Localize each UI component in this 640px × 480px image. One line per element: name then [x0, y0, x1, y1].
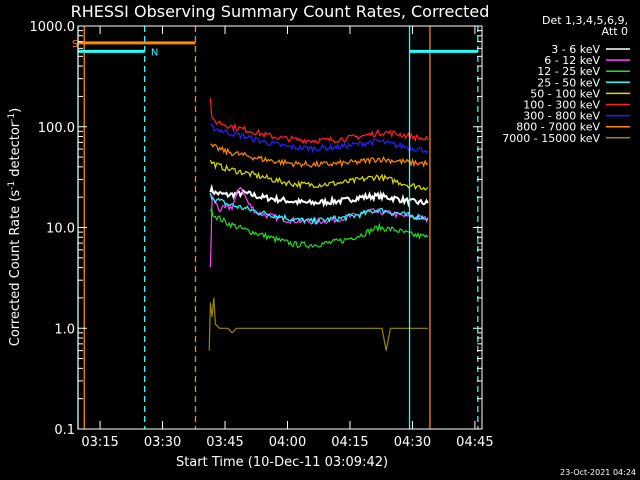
y-axis-label-part: Corrected Count Rate (s	[8, 190, 23, 347]
y-tick-label: 100.0	[38, 121, 75, 136]
series-line	[208, 297, 428, 351]
y-axis-label: Corrected Count Rate (s-1 detector-1)	[7, 108, 23, 346]
x-tick-label: 03:45	[206, 435, 243, 450]
series-line	[209, 159, 429, 191]
x-tick-label: 04:15	[331, 435, 368, 450]
series-line	[209, 192, 429, 225]
x-tick-label: 04:30	[394, 435, 431, 450]
series-line	[209, 97, 429, 145]
series-line	[210, 143, 429, 169]
legend-entry-label: 25 - 50 keV	[537, 76, 600, 89]
y-tick-label: 1000.0	[30, 20, 76, 35]
legend-entry-label: 50 - 100 keV	[530, 87, 600, 100]
y-axis-label-part: -1	[7, 181, 17, 190]
chart-title: RHESSI Observing Summary Count Rates, Co…	[71, 2, 490, 21]
state-bar-label: S	[72, 39, 78, 50]
x-tick-label: 03:30	[144, 435, 181, 450]
legend-entry-label: 3 - 6 keV	[551, 43, 600, 56]
series-line	[210, 123, 429, 155]
series-line	[209, 183, 429, 208]
legend-entry-label: 6 - 12 keV	[544, 54, 600, 67]
legend-entry-label: 800 - 7000 keV	[516, 121, 600, 134]
y-tick-label: 10.0	[46, 222, 75, 237]
state-bar-label: N	[151, 47, 158, 58]
legend-header: Att 0	[602, 25, 628, 38]
y-tick-label: 0.1	[54, 423, 75, 438]
x-tick-label: 04:45	[456, 435, 493, 450]
legend-entry-label: 12 - 25 keV	[537, 65, 600, 78]
x-axis-label: Start Time (10-Dec-11 03:09:42)	[176, 455, 388, 470]
series-layer	[208, 97, 429, 351]
legend-header: Det 1,3,4,5,6,9,	[542, 14, 628, 27]
x-tick-label: 03:15	[81, 435, 118, 450]
legend-entry-label: 300 - 800 keV	[523, 110, 600, 123]
y-axis-label-part: )	[8, 108, 23, 113]
y-axis-label-part: detector	[8, 121, 23, 181]
series-line	[209, 207, 429, 249]
x-tick-label: 04:00	[269, 435, 306, 450]
y-axis-label-part: -1	[7, 113, 17, 122]
legend-entry-label: 7000 - 15000 keV	[502, 132, 600, 145]
axis-layer: 03:15 03:30 03:45 04:00 04:15 04:30 04:45 1000.…	[30, 20, 494, 450]
legend-entry-label: 100 - 300 keV	[523, 99, 600, 112]
y-tick-label: 1.0	[54, 322, 75, 337]
timestamp-footer: 23-Oct-2021 04:24	[560, 468, 636, 477]
